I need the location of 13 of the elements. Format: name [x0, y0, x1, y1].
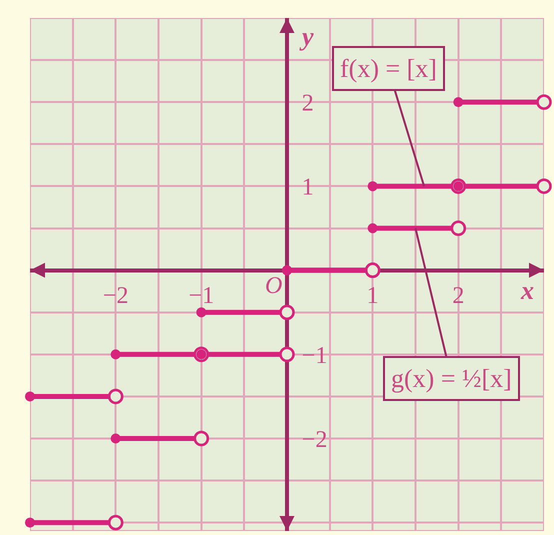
y-tick-label: −1: [302, 342, 328, 369]
annotation: f(x) = [x]: [340, 54, 437, 83]
x-tick-label: −1: [188, 283, 214, 310]
annotation: O: [265, 273, 282, 299]
y-tick-label: 2: [302, 90, 314, 116]
y-tick-label: −2: [302, 426, 328, 453]
x-axis-title: x: [520, 276, 534, 305]
x-tick-label: 1: [366, 283, 379, 310]
y-axis-title: y: [299, 22, 314, 51]
y-tick-label: 1: [302, 174, 314, 201]
x-tick-label: −2: [102, 283, 128, 310]
annotation: g(x) = ½[x]: [391, 364, 512, 393]
x-tick-label: 2: [452, 283, 464, 310]
